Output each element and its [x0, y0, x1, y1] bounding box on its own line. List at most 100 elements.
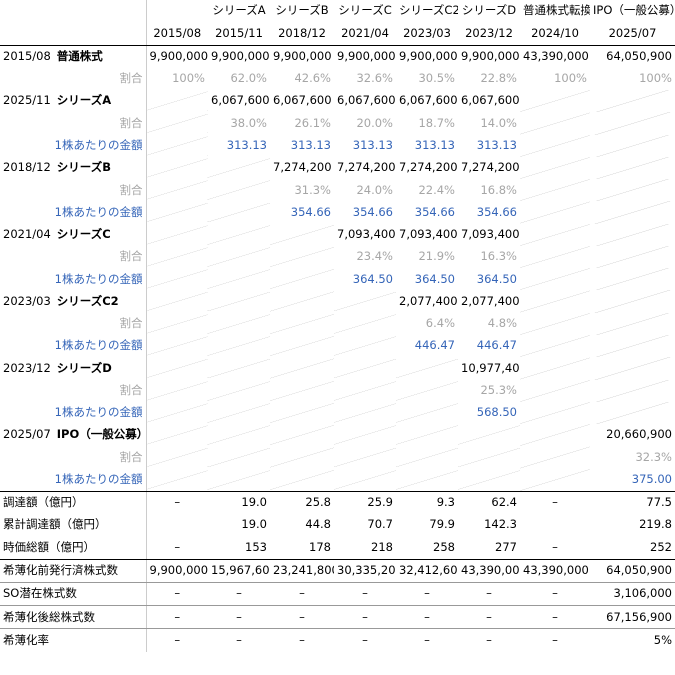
ratio-cell: [334, 312, 396, 335]
price-cell: 364.50: [414, 271, 455, 286]
ratio-cell: [270, 312, 334, 335]
ratio-row: 割合 25.3%: [0, 379, 675, 402]
ratio-cell: 24.0%: [356, 182, 393, 197]
round-name: IPO（一般公募）: [56, 427, 146, 442]
shares-cell: 7,093,400: [461, 227, 520, 242]
cap-table: シリーズA シリーズB シリーズC シリーズC2 シリーズD 普通株式転換 IPO（一般公募…: [0, 0, 675, 652]
shares-cell: 43,390,000: [523, 48, 589, 63]
post-dilution-shares-row: 希薄化後総株式数 – – – – – – –67,156,900: [0, 605, 675, 630]
header-date: 2023/03: [396, 22, 458, 46]
summary-cell: –: [146, 536, 208, 560]
shares-cell: [270, 424, 334, 447]
shares-cell: 7,274,200: [337, 160, 396, 175]
summary-cell: –: [486, 632, 492, 647]
price-cell: 375.00: [590, 468, 675, 492]
shares-cell: [520, 424, 590, 447]
round-label: 2021/04 シリーズC: [0, 223, 147, 246]
summary-label: 希薄化後総株式数: [0, 605, 147, 630]
ratio-row: 割合 31.3% 24.0% 22.4% 16.8%: [0, 179, 675, 202]
summary-cell: 277: [458, 536, 520, 560]
ratio-cell: [208, 179, 270, 202]
market-cap-row: 時価総額（億円） –153 178 218 258 277–252: [0, 536, 675, 560]
summary-label: 希薄化前発行済株式数: [0, 559, 147, 583]
price-cell: [334, 401, 396, 425]
summary-cell: 70.7: [367, 517, 393, 532]
price-cell: [146, 201, 208, 224]
shares-row: 2025/11 シリーズA 6,067,600 6,067,600 6,067,600 6…: [0, 90, 675, 113]
shares-cell: [590, 357, 675, 380]
price-label: 1株あたりの金額: [0, 201, 147, 224]
summary-cell: 19.0: [241, 495, 267, 510]
price-cell: [208, 468, 270, 492]
ratio-cell: [146, 112, 208, 135]
round-name: シリーズB: [56, 160, 111, 175]
ratio-cell: [590, 112, 675, 135]
summary-cell: –: [146, 605, 208, 630]
summary-cell: –: [552, 495, 558, 510]
ratio-label: 割合: [0, 179, 147, 202]
shares-cell: [208, 290, 270, 313]
shares-cell: 9,900,000: [337, 48, 396, 63]
shares-cell: [146, 90, 208, 113]
ratio-cell: [146, 312, 208, 335]
price-label: 1株あたりの金額: [0, 468, 147, 492]
ratio-cell: [520, 112, 590, 135]
shares-row: 2015/08 普通株式 9,900,000 9,900,000 9,900,000 9,…: [0, 45, 675, 68]
price-cell: [146, 401, 208, 425]
price-cell: [396, 401, 458, 425]
ratio-cell: 32.6%: [356, 71, 393, 86]
price-cell: [334, 334, 396, 358]
round-name: シリーズD: [56, 360, 112, 375]
ratio-row: 割合 6.4% 4.8%: [0, 312, 675, 335]
round-label: 2025/07 IPO（一般公募）: [0, 424, 147, 447]
ratio-cell: 22.8%: [480, 71, 517, 86]
price-cell: [520, 134, 590, 157]
summary-cell: 218: [334, 536, 396, 560]
shares-cell: 7,274,200: [273, 160, 332, 175]
summary-cell: –: [174, 495, 181, 510]
header-date: 2015/08: [146, 22, 208, 46]
ratio-cell: [458, 446, 520, 469]
round-label: 2018/12 シリーズB: [0, 156, 147, 180]
header-round: シリーズC2: [399, 3, 458, 18]
header-date: 2023/12: [458, 22, 520, 46]
price-cell: 364.50: [476, 271, 517, 286]
ratio-cell: [270, 379, 334, 402]
price-cell: [270, 268, 334, 291]
price-label: 1株あたりの金額: [0, 268, 147, 291]
header-date: 2024/10: [520, 22, 590, 46]
shares-cell: [520, 290, 590, 313]
shares-cell: [146, 290, 208, 313]
price-cell: [146, 468, 208, 492]
shares-cell: 2,077,400: [399, 293, 458, 308]
ratio-cell: [208, 379, 270, 402]
summary-cell: [146, 514, 208, 536]
round-name: シリーズC: [56, 227, 111, 242]
shares-cell: [208, 424, 270, 447]
ratio-cell: 30.5%: [418, 71, 455, 86]
header-round: シリーズD: [461, 3, 517, 18]
price-cell: 354.66: [414, 204, 455, 219]
round-name: シリーズA: [56, 93, 112, 108]
summary-cell: 25.9: [367, 495, 393, 510]
round-name: 普通株式: [56, 48, 103, 63]
summary-label: 調達額（億円）: [0, 491, 147, 515]
ratio-cell: 18.7%: [418, 115, 455, 130]
summary-cell: 178: [270, 536, 334, 560]
summary-cell: 9,900,000: [146, 559, 208, 583]
price-cell: 313.13: [226, 137, 267, 152]
header-round: 普通株式転換: [523, 3, 590, 18]
summary-label: SO潜在株式数: [0, 582, 147, 607]
summary-cell: 153: [208, 536, 270, 560]
summary-cell: –: [362, 632, 368, 647]
price-cell: [520, 468, 590, 492]
summary-cell: –: [458, 605, 520, 630]
price-cell: [270, 468, 334, 492]
shares-cell: 6,067,600: [273, 93, 332, 108]
shares-cell: [590, 223, 675, 246]
ratio-label: 割合: [0, 67, 147, 91]
summary-cell: 62.4: [491, 495, 517, 510]
shares-cell: 9,900,000: [149, 48, 209, 63]
dilution-row: 希薄化率 – – – – – – – 5%: [0, 628, 675, 652]
ratio-label: 割合: [0, 312, 147, 335]
